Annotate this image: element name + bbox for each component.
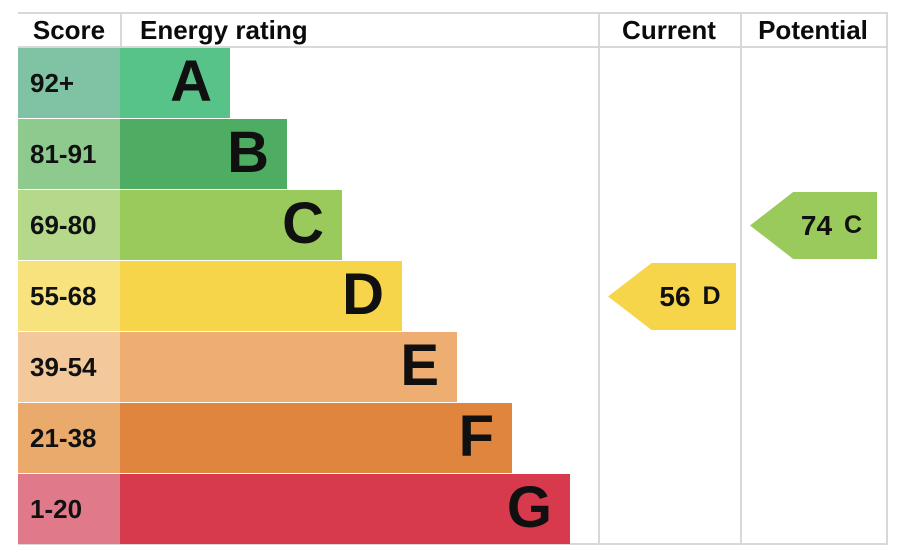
rating-letter-g: G <box>506 475 552 540</box>
header-energy-rating-label: Energy rating <box>140 14 308 45</box>
rating-letter-b: B <box>227 120 269 185</box>
rating-bar-e: E <box>120 332 457 402</box>
score-range-f: 21-38 <box>18 403 120 473</box>
rating-bar-g: G <box>120 474 570 544</box>
score-range-b: 81-91 <box>18 119 120 189</box>
current-rating-letter: D <box>702 282 721 310</box>
band-row-g: 1-20 G <box>18 474 886 545</box>
band-row-b: 81-91 B <box>18 119 886 190</box>
band-row-f: 21-38 F <box>18 403 886 474</box>
rating-bar-a: A <box>120 48 230 118</box>
chart-header: Score Energy rating Current Potential <box>18 14 886 48</box>
potential-rating-letter: C <box>844 211 863 239</box>
score-range-e: 39-54 <box>18 332 120 402</box>
rating-letter-e: E <box>400 333 439 398</box>
rating-letter-c: C <box>282 191 324 256</box>
score-range-c: 69-80 <box>18 190 120 260</box>
rating-bar-f: F <box>120 403 512 473</box>
score-range-g: 1-20 <box>18 474 120 544</box>
score-range-a: 92+ <box>18 48 120 118</box>
current-column-divider <box>598 14 600 543</box>
header-current-label: Current <box>622 14 716 45</box>
band-row-d: 55-68 D <box>18 261 886 332</box>
rating-letter-d: D <box>342 262 384 327</box>
rating-bar-d: D <box>120 261 402 331</box>
rating-bar-b: B <box>120 119 287 189</box>
header-potential-label: Potential <box>758 14 868 45</box>
band-row-e: 39-54 E <box>18 332 886 403</box>
rating-bands: 92+ A 81-91 B 69-80 C 55-68 D 39-54 E 21… <box>18 48 886 545</box>
rating-bar-c: C <box>120 190 342 260</box>
score-range-d: 55-68 <box>18 261 120 331</box>
band-row-c: 69-80 C <box>18 190 886 261</box>
rating-letter-a: A <box>170 49 212 114</box>
current-score-value: 56 <box>659 280 691 312</box>
rating-letter-f: F <box>458 404 494 469</box>
score-column-divider <box>120 14 122 46</box>
epc-rating-chart: Score Energy rating Current Potential 92… <box>18 12 888 545</box>
potential-column-divider <box>740 14 742 543</box>
potential-score-value: 74 <box>800 209 833 241</box>
band-row-a: 92+ A <box>18 48 886 119</box>
header-score-label: Score <box>32 14 106 45</box>
